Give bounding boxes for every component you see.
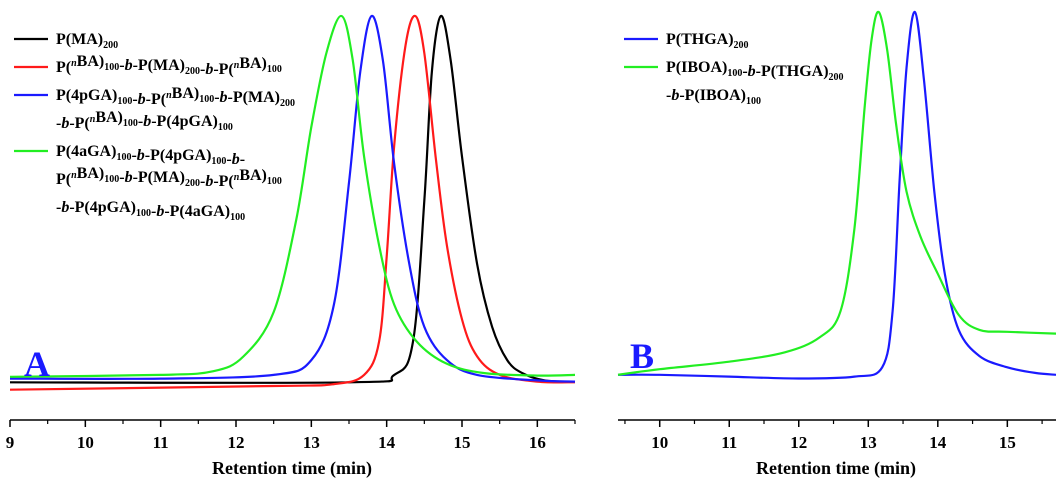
series-line [9, 14, 576, 391]
x-tick-label: 12 [228, 433, 245, 452]
x-tick-label: 13 [303, 433, 320, 452]
x-ticks-b: 10 11 12 13 14 15 [624, 420, 1043, 452]
x-tick-label: 9 [6, 433, 15, 452]
x-tick-label: 13 [860, 433, 877, 452]
chart-panel-b: 10 11 12 13 14 15 B Retention time (min) P(TH… [617, 10, 1056, 479]
curves-a [9, 14, 576, 391]
x-tick-label: 15 [999, 433, 1016, 452]
series-line [9, 14, 576, 384]
x-tick-label: 12 [790, 433, 807, 452]
x-tick-label: 11 [721, 433, 737, 452]
legend-label: P(IBOA)100-b-P(THGA)200 [666, 59, 844, 83]
legend-b: P(THGA)200 P(IBOA)100-b-P(THGA)200 -b-P(IB… [624, 31, 844, 107]
legend-label: P(MA)200 [56, 31, 118, 51]
x-ticks-a: 9 10 11 12 13 14 15 16 [6, 420, 576, 452]
series-line [617, 10, 1056, 376]
legend-label: -b-P(4pGA)100-b-P(4aGA)100 [56, 199, 245, 223]
x-tick-label: 10 [651, 433, 668, 452]
legend-label: P(4pGA)100-b-P(nBA)100-b-P(MA)200 [56, 85, 295, 109]
series-line [617, 10, 1056, 380]
legend-label: P(4aGA)100-b-P(4pGA)100-b- [56, 143, 245, 168]
series-line [9, 14, 576, 383]
legend-label: -b-P(nBA)100-b-P(4pGA)100 [56, 109, 233, 133]
x-tick-label: 10 [77, 433, 94, 452]
legend-label: -b-P(IBOA)100 [666, 87, 761, 107]
panel-letter-b: B [630, 336, 654, 376]
x-tick-label: 16 [529, 433, 546, 452]
legend-label: P(nBA)100-b-P(MA)200-b-P(nBA)100 [56, 53, 282, 78]
x-axis-title-a: Retention time (min) [212, 458, 372, 479]
x-tick-label: 15 [454, 433, 471, 452]
x-tick-label: 11 [153, 433, 169, 452]
legend-label: P(THGA)200 [666, 31, 749, 51]
legend-a: P(MA)200P(nBA)100-b-P(MA)200-b-P(nBA)100… [14, 31, 295, 223]
chart-panel-a: 9 10 11 12 13 14 15 16 A Retention time (min) P… [6, 14, 576, 479]
curves-b [617, 10, 1056, 380]
legend-label: P(nBA)100-b-P(MA)200-b-P(nBA)100 [56, 165, 282, 190]
x-axis-title-b: Retention time (min) [756, 458, 916, 479]
x-tick-label: 14 [378, 433, 396, 452]
x-tick-label: 14 [929, 433, 947, 452]
panel-letter-a: A [24, 344, 50, 384]
series-line [9, 14, 576, 378]
